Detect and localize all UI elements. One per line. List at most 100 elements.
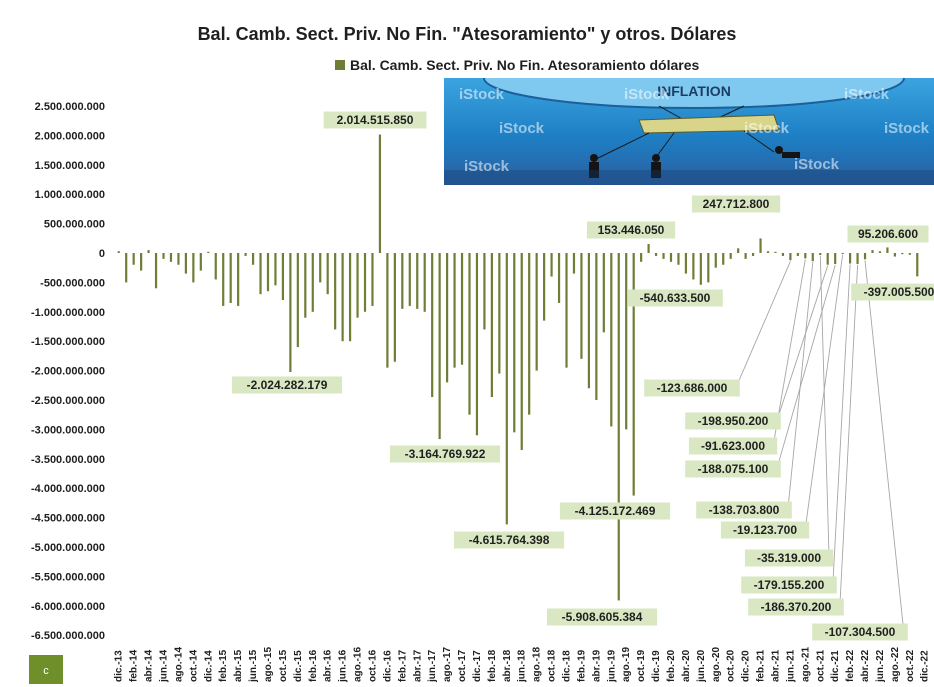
data-label-box — [685, 460, 781, 478]
legend: Bal. Camb. Sect. Priv. No Fin. Atesorami… — [335, 57, 699, 73]
x-tick-label: jun.-19 — [606, 649, 617, 683]
bar — [766, 251, 770, 253]
data-label: 247.712.800 — [703, 197, 770, 211]
data-label: -123.686.000 — [657, 381, 728, 395]
data-label-box — [696, 501, 792, 519]
bar — [371, 253, 374, 306]
bar — [147, 250, 150, 253]
label-leader-line — [819, 256, 830, 559]
data-label: -3.164.769.922 — [405, 447, 486, 461]
data-label-box — [627, 289, 723, 307]
x-tick-label: oct.-15 — [278, 649, 289, 682]
watermark: iStock — [499, 120, 545, 137]
inflation-stock-photo: INFLATION iStock iStock iStock iStock iS… — [444, 78, 934, 185]
data-label: 95.206.600 — [858, 227, 918, 241]
bar — [677, 253, 680, 265]
bar — [722, 253, 725, 265]
data-label: -540.633.500 — [640, 291, 711, 305]
data-label: -35.319.000 — [757, 551, 821, 565]
bar — [871, 250, 874, 253]
bar — [543, 253, 546, 321]
bar — [199, 253, 202, 271]
x-tick-label: ago.-22 — [890, 647, 901, 682]
data-label: -397.005.500 — [864, 285, 934, 299]
bar — [154, 253, 158, 289]
bar — [751, 253, 755, 256]
bars — [117, 134, 919, 601]
bar — [431, 253, 434, 398]
bar — [804, 253, 807, 259]
bar — [849, 253, 852, 264]
label-leader-line — [839, 264, 859, 608]
bar — [453, 253, 456, 368]
watermark: iStock — [624, 86, 670, 103]
x-tick-label: abr.-19 — [591, 649, 602, 682]
bar — [468, 253, 471, 415]
x-tick-label: ago.-19 — [621, 647, 632, 682]
bar — [296, 253, 299, 348]
legend-swatch — [335, 60, 345, 70]
watermark: iStock — [844, 86, 890, 103]
bar — [192, 253, 195, 283]
bar — [423, 253, 426, 312]
bar — [647, 243, 650, 253]
bar — [363, 253, 367, 312]
bar — [408, 253, 411, 306]
y-tick-label: -1.500.000.000 — [31, 336, 105, 348]
bar — [348, 253, 352, 342]
bar — [789, 253, 792, 261]
watermark: iStock — [794, 156, 840, 173]
x-tick-label: ago.-15 — [263, 647, 274, 682]
data-label: -2.024.282.179 — [247, 378, 328, 392]
y-tick-label: 2.500.000.000 — [35, 101, 105, 113]
bar — [169, 253, 173, 262]
bar — [528, 253, 531, 415]
label-leader-line — [832, 264, 851, 586]
data-label-box — [691, 195, 781, 213]
data-label-box — [741, 576, 837, 594]
data-label-box — [688, 437, 778, 455]
data-label: -138.703.800 — [709, 503, 780, 517]
y-tick-label: -5.500.000.000 — [31, 571, 105, 583]
x-tick-label: feb.-15 — [218, 649, 229, 682]
bar — [274, 253, 277, 286]
bar — [565, 253, 568, 368]
y-tick-label: 0 — [99, 248, 105, 260]
x-tick-label: ago.-17 — [442, 647, 453, 682]
bar — [580, 253, 583, 359]
bar — [893, 253, 896, 257]
bar — [856, 253, 859, 264]
bar — [475, 253, 479, 436]
bar — [319, 253, 322, 283]
bar — [378, 134, 382, 253]
bar — [625, 253, 628, 430]
x-tick-label: abr.-21 — [771, 649, 782, 682]
data-label: -91.623.000 — [701, 439, 765, 453]
bar — [729, 253, 732, 259]
bar — [117, 251, 120, 253]
y-tick-label: -3.000.000.000 — [31, 424, 105, 436]
bar — [572, 253, 576, 274]
bar — [460, 253, 464, 365]
y-tick-label: -2.500.000.000 — [31, 395, 105, 407]
y-axis: 2.500.000.000 2.000.000.000 1.500.000.000 1… — [31, 101, 105, 642]
x-tick-label: dic.-21 — [830, 650, 841, 682]
inset-text: INFLATION — [657, 83, 731, 99]
bar — [886, 247, 889, 253]
watermark: iStock — [459, 86, 505, 103]
data-label: -19.123.700 — [733, 523, 797, 537]
bar — [737, 248, 740, 253]
label-leader-line — [776, 264, 836, 470]
data-label-box — [389, 445, 501, 463]
watermark: iStock — [884, 120, 930, 137]
bar — [446, 253, 449, 383]
data-label: -4.125.172.469 — [575, 504, 656, 518]
bar — [311, 253, 314, 312]
label-leader-line — [864, 260, 905, 633]
y-tick-label: -5.000.000.000 — [31, 542, 105, 554]
data-label-box — [744, 549, 834, 567]
y-tick-label: -4.000.000.000 — [31, 483, 105, 495]
y-tick-label: -2.000.000.000 — [31, 366, 105, 378]
bar — [707, 253, 710, 283]
